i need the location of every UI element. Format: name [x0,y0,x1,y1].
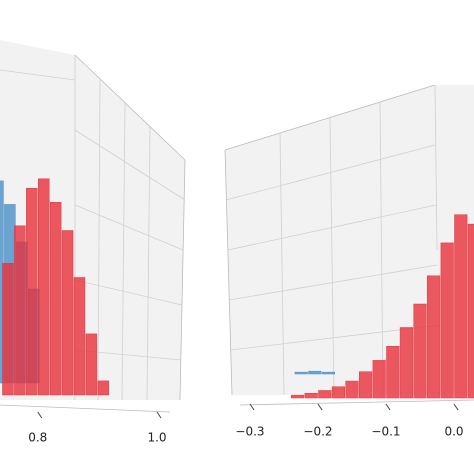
bar [386,346,400,399]
right-axes-box [224,84,474,406]
bar [372,360,386,399]
bar [73,277,86,396]
bar [304,393,318,399]
bar [467,223,474,399]
bar [413,303,427,399]
bar [318,390,332,399]
bar [294,371,308,375]
bar [61,230,74,396]
bar [331,386,345,399]
bar [440,242,454,399]
pane-edge [224,84,436,151]
bar [26,187,38,396]
pane-grid [0,69,76,81]
pane-grid [225,144,436,201]
bar [291,394,305,399]
bar [97,380,110,396]
pane-grid [74,204,184,251]
bar [85,333,98,396]
bar [454,214,468,399]
pane-grid [74,279,183,306]
x-tick [385,403,391,411]
pane-grid [434,84,438,251]
pane-edge [74,54,186,161]
pane-grid [121,102,126,401]
pane-grid [146,126,151,401]
pane-grid [227,204,437,251]
x-tick [37,411,43,419]
x-axis-line [0,404,171,413]
x-tick-label: −0.2 [303,425,332,439]
bar [321,371,335,375]
bar [38,178,50,396]
x-tick [156,411,162,419]
x-tick [249,403,255,411]
pane-grid [329,117,335,396]
x-tick-label: 0.8 [28,431,47,445]
x-axis-line [239,399,474,406]
x-tick-label: 1.0 [147,431,166,445]
pane-grid [228,264,438,301]
x-tick [317,403,323,411]
pane-grid [279,132,285,396]
x-tick-label: 0.0 [444,425,463,439]
pane-grid [379,101,384,396]
x-tick [453,403,459,411]
pane-grid [74,129,186,201]
bar [399,327,413,399]
pane-edge [224,149,233,396]
x-tick-label: −0.3 [235,425,264,439]
bar [49,202,62,396]
bar [308,370,322,375]
right-pane [225,85,474,395]
x-tick-label: −0.1 [371,425,400,439]
bar [2,263,14,396]
bar [14,225,26,396]
bar [359,371,373,399]
pane-grid [97,79,101,401]
bar [427,275,441,399]
bar [345,380,359,399]
